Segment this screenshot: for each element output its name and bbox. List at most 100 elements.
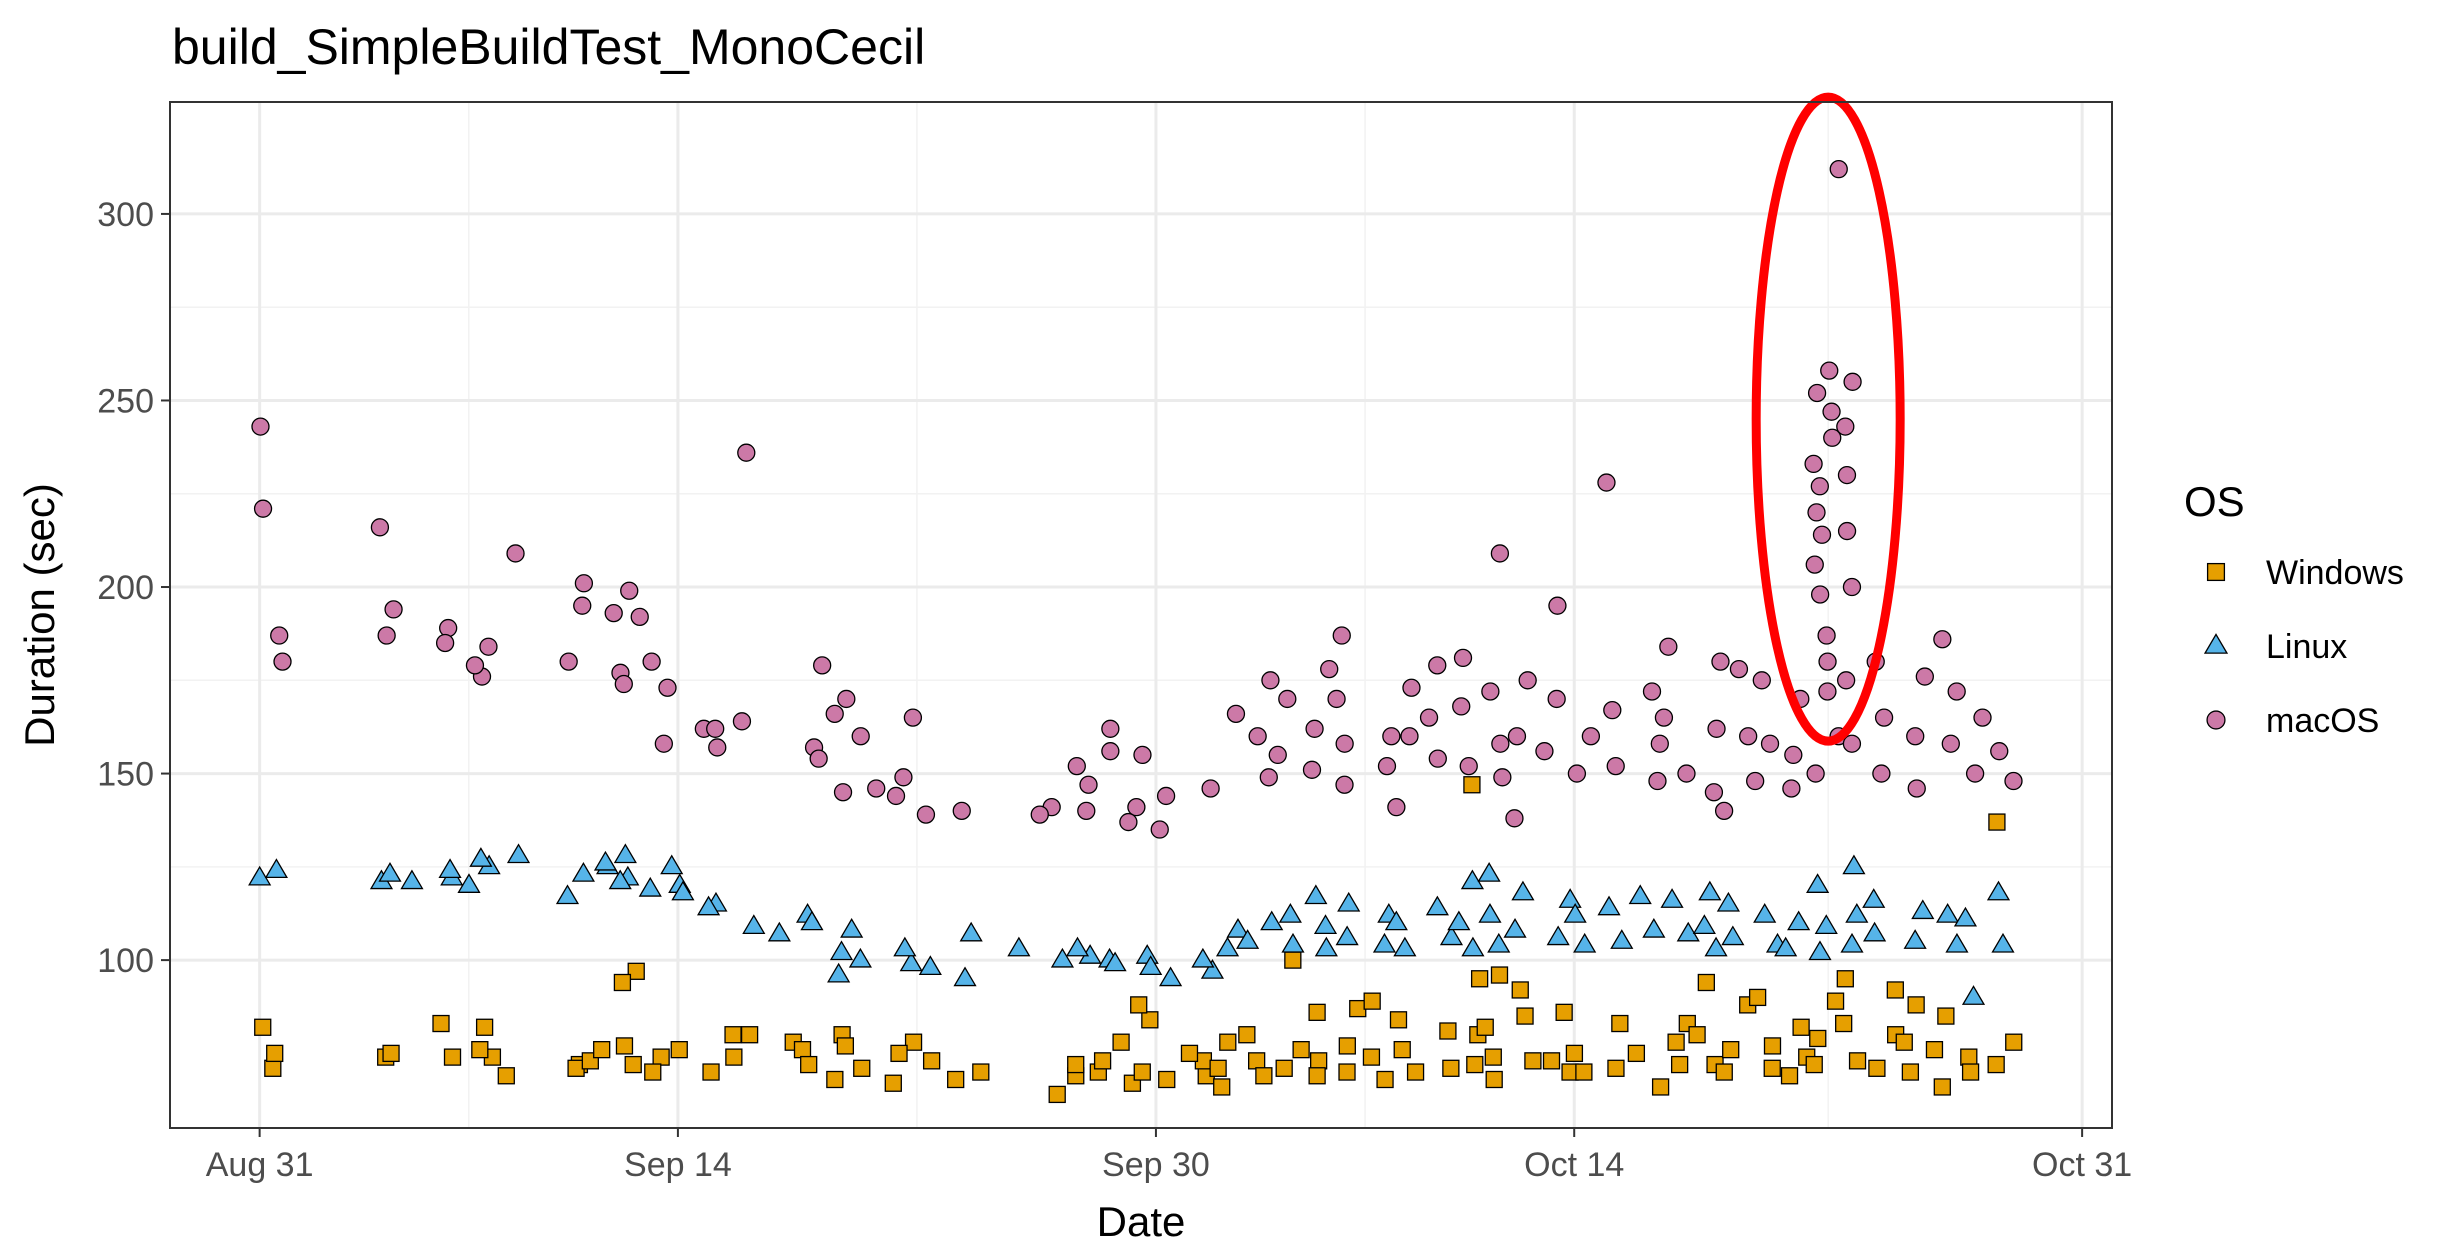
windows-point <box>1466 1055 1484 1074</box>
macos-point <box>1603 700 1622 720</box>
linux-point <box>457 873 481 893</box>
macos-point <box>1818 652 1837 671</box>
linux-point <box>593 850 618 871</box>
windows-point <box>1112 1033 1130 1051</box>
windows-point <box>264 1059 282 1077</box>
x-tick-label: Oct 14 <box>1524 1146 1624 1184</box>
macos-point <box>658 678 677 697</box>
windows-point <box>1406 1063 1425 1081</box>
macos-point <box>1752 671 1771 690</box>
linux-point <box>1304 884 1328 905</box>
macos-point <box>1760 734 1780 753</box>
linux-point <box>1814 914 1838 935</box>
macos-point <box>1133 745 1152 765</box>
macos-point <box>1677 764 1696 783</box>
macos-point <box>1261 671 1280 690</box>
windows-point <box>1393 1041 1411 1059</box>
windows-point <box>443 1048 462 1066</box>
x-tick-label: Oct 31 <box>2032 1146 2132 1184</box>
linux-point <box>469 847 493 867</box>
y-axis-title: Duration (sec) <box>16 483 63 747</box>
windows-point <box>972 1063 990 1081</box>
macos-point <box>1933 630 1952 649</box>
windows-point <box>624 1055 642 1074</box>
legend-linux-label: Linux <box>2266 628 2347 666</box>
macos-point <box>1127 797 1146 817</box>
macos-point <box>1567 764 1587 783</box>
y-tick-label: 150 <box>97 756 154 794</box>
windows-point <box>793 1041 812 1059</box>
linux-point <box>1698 880 1722 901</box>
macos-point <box>1382 727 1401 746</box>
macos-point <box>1377 756 1397 776</box>
windows-point <box>1611 1014 1629 1033</box>
macos-point <box>1428 656 1447 675</box>
windows-point <box>1484 1048 1502 1066</box>
windows-point <box>1376 1070 1394 1089</box>
windows-point <box>1093 1052 1112 1070</box>
linux-point <box>742 914 766 935</box>
macos-point <box>1872 764 1891 783</box>
linux-point <box>1936 903 1960 923</box>
macos-point <box>706 719 725 738</box>
macos-point <box>1836 671 1856 690</box>
linux-point <box>1806 873 1830 893</box>
macos-point <box>1459 756 1478 776</box>
macos-point <box>1581 727 1601 746</box>
macos-point <box>1156 786 1176 806</box>
macos-point <box>1320 659 1339 679</box>
linux-point <box>1200 959 1225 979</box>
windows-point <box>1067 1055 1085 1074</box>
macos-point <box>1804 454 1823 474</box>
macos-point <box>1837 465 1857 485</box>
linux-point <box>1384 910 1408 931</box>
macos-point <box>1654 708 1674 727</box>
macos-point <box>1452 697 1471 716</box>
windows-point <box>1310 1052 1328 1070</box>
linux-point <box>506 843 531 864</box>
linux-point <box>1460 869 1485 890</box>
windows-point <box>1308 1003 1326 1021</box>
windows-point <box>1575 1063 1593 1081</box>
macos-point <box>1493 768 1512 787</box>
windows-point <box>1868 1059 1886 1077</box>
windows-point <box>836 1037 855 1055</box>
windows-point <box>1667 1033 1685 1051</box>
linux-point <box>1986 880 2011 901</box>
windows-point <box>497 1067 515 1085</box>
windows-point <box>947 1070 965 1089</box>
macos-point <box>1067 756 1086 776</box>
linux-point <box>953 966 977 987</box>
linux-point <box>1260 910 1284 931</box>
macos-point <box>1843 372 1862 391</box>
macos-point <box>1906 727 1925 746</box>
linux-point <box>1563 903 1587 923</box>
macos-point <box>1842 577 1862 597</box>
linux-point <box>1660 888 1684 908</box>
linux-point <box>1447 910 1471 931</box>
linux-point <box>1159 966 1183 987</box>
linux-point <box>1335 925 1359 946</box>
linux-point <box>1945 932 1969 953</box>
linux-point <box>1597 895 1621 916</box>
windows-point <box>266 1044 284 1063</box>
windows-point <box>1836 970 1854 988</box>
windows-point <box>1933 1078 1951 1096</box>
linux-point <box>1478 903 1502 923</box>
macos-point <box>620 581 639 600</box>
linux-point <box>1903 929 1927 949</box>
macos-point <box>1842 734 1862 753</box>
windows-point <box>1442 1059 1460 1077</box>
macos-point <box>1335 734 1354 753</box>
macos-point <box>833 783 853 802</box>
linux-point <box>696 895 721 916</box>
windows-point <box>1542 1052 1561 1070</box>
macos-point <box>1030 805 1049 824</box>
windows-point <box>853 1059 871 1077</box>
linux-point <box>1961 985 1986 1005</box>
windows-point <box>1463 776 1481 794</box>
macos-point <box>1548 596 1567 615</box>
macos-point <box>1079 775 1098 794</box>
macos-point <box>1428 749 1447 768</box>
windows-point <box>1238 1026 1256 1044</box>
